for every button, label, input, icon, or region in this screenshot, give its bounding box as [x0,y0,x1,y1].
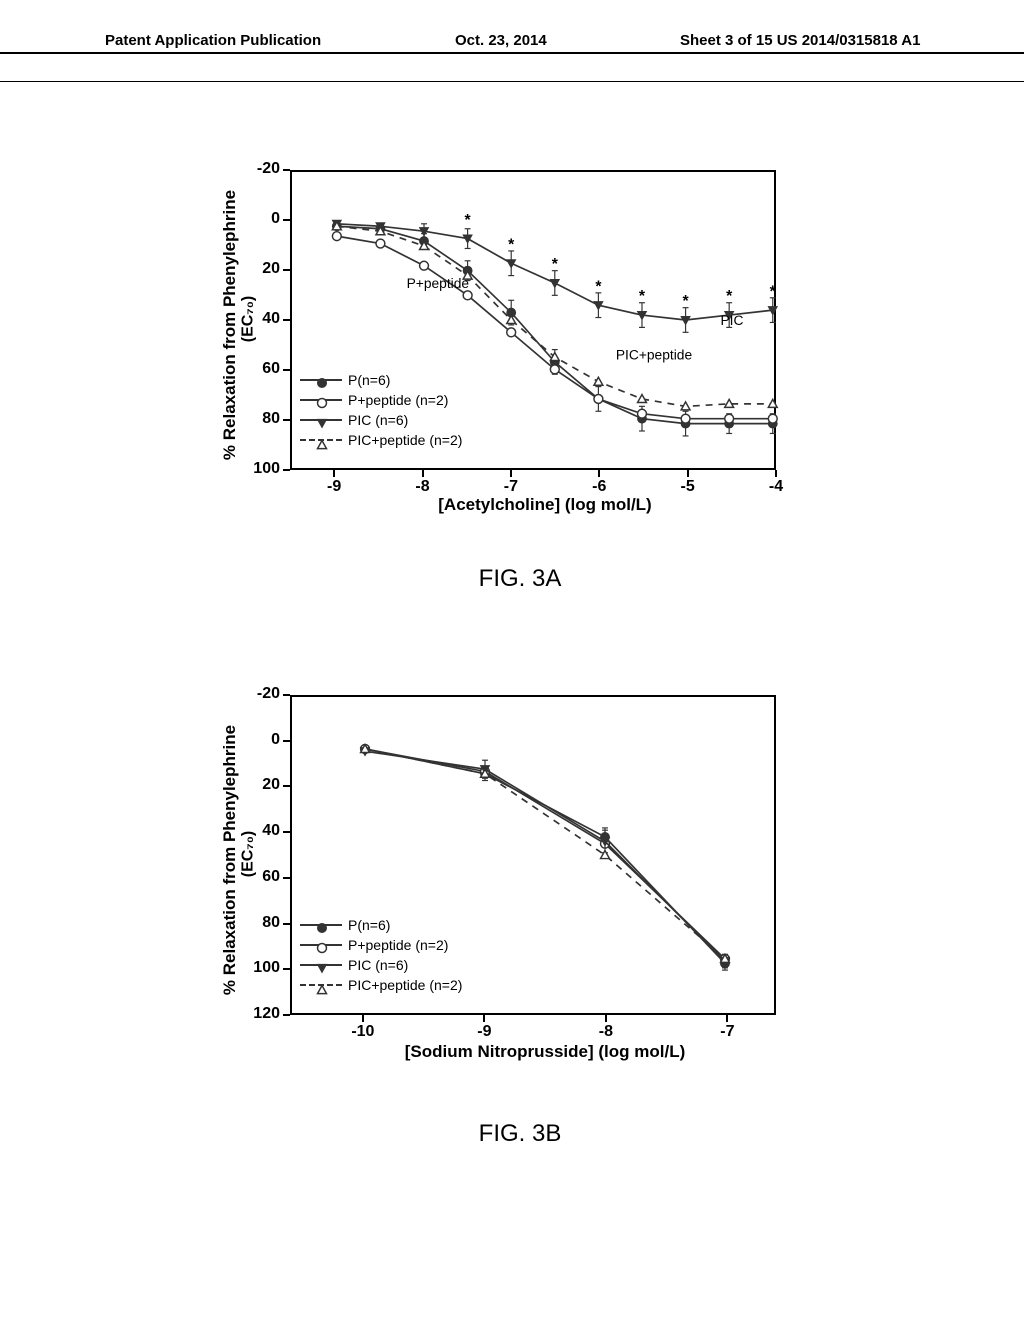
y-tick [283,740,290,742]
y-tick-label: 40 [240,310,280,328]
fig-b-legend: P(n=6) P+peptide (n=2) PIC (n=6) PIC+pep… [300,915,462,995]
x-tick [687,470,689,477]
y-tick-label: -20 [240,685,280,703]
legend-label: PIC+peptide (n=2) [348,975,462,995]
y-tick [283,923,290,925]
svg-text:*: * [770,283,777,300]
x-tick [510,470,512,477]
header-publication: Patent Application Publication [105,32,321,49]
legend-item: PIC+peptide (n=2) [300,975,462,995]
y-tick-label: 0 [240,210,280,228]
y-tick [283,169,290,171]
y-tick [283,219,290,221]
fig-a-legend: P(n=6) P+peptide (n=2) PIC (n=6) PIC+pep… [300,370,462,450]
x-tick-label: -4 [761,478,791,496]
y-tick [283,877,290,879]
x-tick-label: -9 [469,1023,499,1041]
x-tick [422,470,424,477]
legend-label: PIC (n=6) [348,410,408,430]
y-tick [283,369,290,371]
y-tick [283,319,290,321]
svg-text:P+peptide: P+peptide [407,275,470,291]
x-tick-label: -6 [584,478,614,496]
svg-text:*: * [552,256,559,273]
svg-text:*: * [465,212,472,229]
x-tick [598,470,600,477]
figure-3b-container: % Relaxation from Phenylephrine (EC₇₀) [… [195,680,815,1100]
header-sheet-patent: Sheet 3 of 15 US 2014/0315818 A1 [680,32,920,49]
x-tick-label: -7 [712,1023,742,1041]
fig-b-label: FIG. 3B [420,1120,620,1148]
y-tick [283,419,290,421]
y-tick [283,968,290,970]
legend-item: PIC+peptide (n=2) [300,430,462,450]
x-tick [605,1015,607,1022]
y-tick-label: 100 [240,959,280,977]
x-tick-label: -8 [408,478,438,496]
y-tick-label: 80 [240,410,280,428]
legend-label: P+peptide (n=2) [348,935,448,955]
legend-item: P+peptide (n=2) [300,390,462,410]
fig-a-xlabel: [Acetylcholine] (log mol/L) [395,495,695,515]
y-tick-label: 80 [240,914,280,932]
y-tick [283,269,290,271]
legend-item: PIC (n=6) [300,410,462,430]
x-tick-label: -10 [348,1023,378,1041]
y-tick [283,694,290,696]
y-tick-label: 100 [240,460,280,478]
y-tick-label: 20 [240,260,280,278]
legend-label: P+peptide (n=2) [348,390,448,410]
legend-item: P(n=6) [300,915,462,935]
fig-a-label: FIG. 3A [420,565,620,593]
y-tick-label: 60 [240,868,280,886]
x-tick [362,1015,364,1022]
page-header [0,52,1024,82]
y-tick-label: 60 [240,360,280,378]
x-tick [333,470,335,477]
svg-text:*: * [726,288,733,305]
svg-text:*: * [508,236,515,253]
x-tick [726,1015,728,1022]
legend-item: PIC (n=6) [300,955,462,975]
legend-label: PIC (n=6) [348,955,408,975]
x-tick [483,1015,485,1022]
legend-label: P(n=6) [348,915,390,935]
x-tick-label: -9 [319,478,349,496]
x-tick [775,470,777,477]
svg-text:*: * [683,293,690,310]
svg-text:*: * [595,278,602,295]
y-tick-label: 0 [240,731,280,749]
svg-text:PIC: PIC [720,312,743,328]
y-tick [283,785,290,787]
legend-label: P(n=6) [348,370,390,390]
figure-3a-container: % Relaxation from Phenylephrine (EC₇₀) P… [195,155,815,545]
y-tick-label: -20 [240,160,280,178]
legend-item: P(n=6) [300,370,462,390]
fig-b-ylabel: % Relaxation from Phenylephrine [220,710,240,1010]
x-tick-label: -8 [591,1023,621,1041]
y-tick [283,831,290,833]
legend-item: P+peptide (n=2) [300,935,462,955]
y-tick-label: 40 [240,822,280,840]
header-date: Oct. 23, 2014 [455,32,547,49]
y-tick [283,1014,290,1016]
x-tick-label: -7 [496,478,526,496]
svg-text:PIC+peptide: PIC+peptide [616,346,693,362]
y-tick-label: 20 [240,776,280,794]
x-tick-label: -5 [673,478,703,496]
fig-a-ylabel: % Relaxation from Phenylephrine [220,175,240,475]
svg-text:*: * [639,288,646,305]
legend-label: PIC+peptide (n=2) [348,430,462,450]
fig-b-xlabel: [Sodium Nitroprusside] (log mol/L) [375,1042,715,1062]
y-tick-label: 120 [240,1005,280,1023]
y-tick [283,469,290,471]
